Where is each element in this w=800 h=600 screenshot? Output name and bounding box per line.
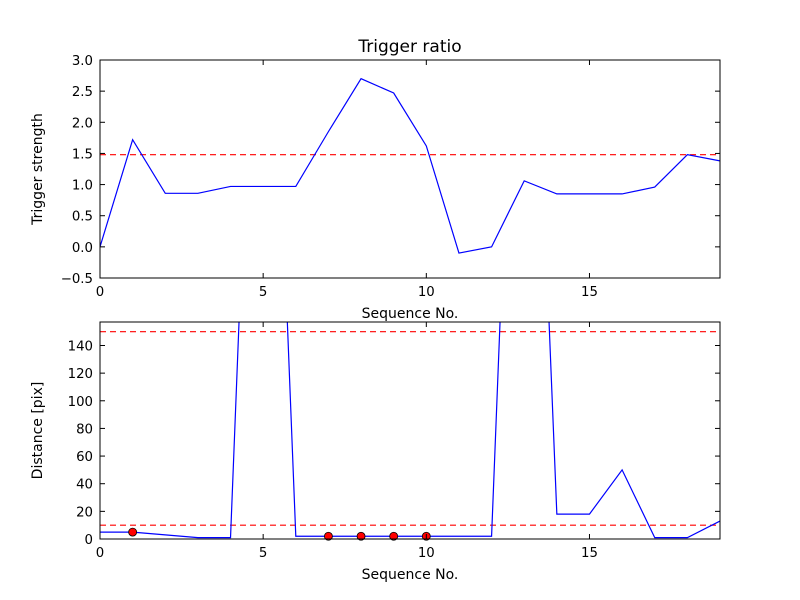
y-tick-label: 40 xyxy=(76,478,93,493)
axes-frame xyxy=(99,59,721,279)
y-axis-label: Distance [pix] xyxy=(30,382,46,480)
x-tick-label: 15 xyxy=(581,546,598,561)
y-tick-label: 1.0 xyxy=(72,179,93,194)
y-tick-label: 80 xyxy=(76,422,93,437)
axes-frame xyxy=(99,321,721,540)
y-tick-label: −0.5 xyxy=(61,272,93,287)
y-tick-label: 0.0 xyxy=(72,241,93,256)
y-tick-label: 100 xyxy=(68,395,93,410)
data-point-marker-2 xyxy=(324,531,333,541)
x-tick-label: 10 xyxy=(418,285,435,300)
x-axis-label: Sequence No. xyxy=(362,567,459,583)
x-axis-label: Sequence No. xyxy=(362,306,459,322)
x-tick-label: 5 xyxy=(259,546,267,561)
y-axis-label: Trigger strength xyxy=(30,113,46,226)
chart-title: Trigger ratio xyxy=(357,37,461,57)
y-tick-label: 20 xyxy=(76,505,93,520)
y-tick-label: 2.0 xyxy=(72,116,93,131)
x-tick-label: 0 xyxy=(96,285,104,300)
series-line-1 xyxy=(100,77,720,254)
y-tick-label: 3.0 xyxy=(72,54,93,69)
y-tick-label: 0 xyxy=(85,533,93,548)
y-tick-label: 140 xyxy=(68,339,93,354)
series-line-1 xyxy=(100,322,720,539)
x-tick-label: 5 xyxy=(259,285,267,300)
data-point-marker-1 xyxy=(128,527,138,537)
y-tick-label: 60 xyxy=(76,450,93,465)
chart-panel-2: 0 5 10 15 0 20 40 60 80 100 120 140 Sequence No. Dist… xyxy=(30,321,721,583)
data-point-marker-4 xyxy=(389,531,399,541)
y-tick-label: 0.5 xyxy=(72,210,93,225)
chart-panel-1: 0 5 10 15 −0.5 0.0 0.5 1.0 1.5 2.0 2.5 3.0 Sequence … xyxy=(30,37,721,322)
x-tick-label: 15 xyxy=(581,285,598,300)
y-tick-label: 1.5 xyxy=(72,147,93,162)
x-tick-label: 0 xyxy=(96,546,104,561)
y-tick-label: 2.5 xyxy=(72,85,93,100)
x-tick-label: 10 xyxy=(418,546,435,561)
y-tick-label: 120 xyxy=(68,367,93,382)
data-point-marker-3 xyxy=(356,531,366,541)
